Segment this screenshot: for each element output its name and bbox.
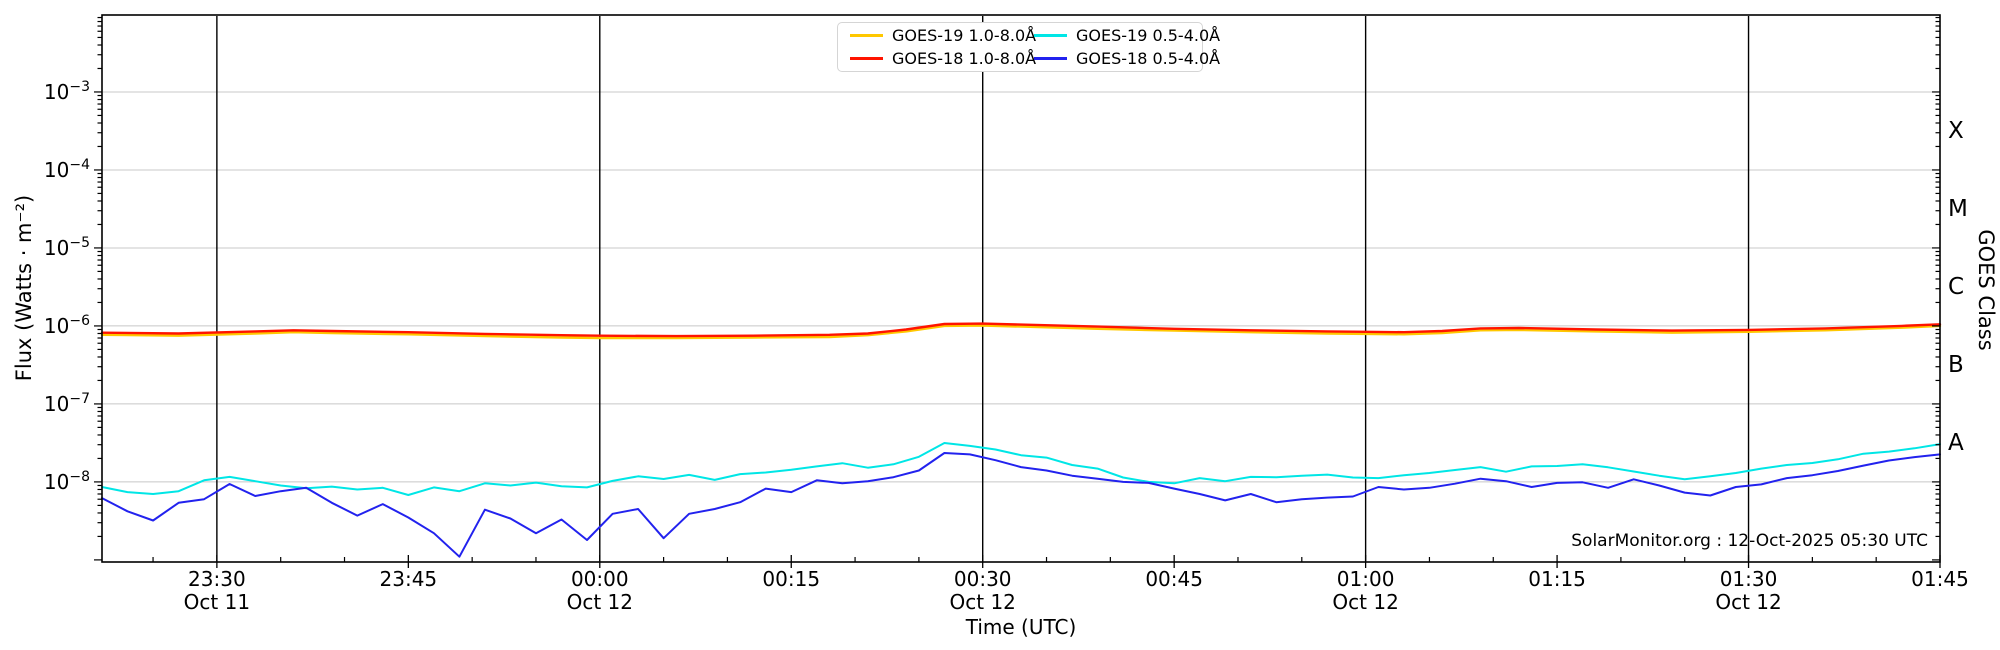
- y-tick-label: 10−4: [43, 156, 90, 182]
- y-tick-label: 10−7: [43, 390, 90, 416]
- right-axis-title: GOES Class: [1974, 229, 1998, 351]
- legend-label: GOES-18 1.0-8.0Å: [892, 49, 1037, 68]
- x-tick-label: 01:45: [1911, 567, 1969, 591]
- goes-class-letter: X: [1948, 117, 1964, 144]
- plot-frame: [101, 14, 1941, 563]
- x-tick-label: 01:30: [1719, 567, 1778, 591]
- x-tick-label: 00:00: [570, 567, 629, 591]
- x-tick-date-label: Oct 12: [1715, 590, 1782, 614]
- x-tick-label: 00:45: [1145, 567, 1203, 591]
- y-axis-title: Flux (Watts · m⁻²): [12, 194, 36, 382]
- x-tick-label: 01:00: [1336, 567, 1395, 591]
- legend-label: GOES-19 1.0-8.0Å: [892, 26, 1037, 45]
- legend-swatch-goes18-short: [1034, 57, 1067, 60]
- legend-label: GOES-18 0.5-4.0Å: [1076, 49, 1221, 68]
- goes-class-letter: A: [1948, 429, 1964, 456]
- legend-item-goes19-short: GOES-19 0.5-4.0Å: [1034, 26, 1220, 45]
- x-tick-label: 00:30: [953, 567, 1012, 591]
- x-axis-title: Time (UTC): [965, 615, 1077, 639]
- y-tick-label: 10−8: [43, 468, 90, 494]
- legend-item-goes18-short: GOES-18 0.5-4.0Å: [1034, 49, 1220, 68]
- x-tick-label: 01:15: [1528, 567, 1586, 591]
- legend-swatch-goes19-long: [850, 34, 883, 37]
- legend-item-goes19-long: GOES-19 1.0-8.0Å: [850, 26, 1037, 45]
- legend-swatch-goes19-short: [1034, 34, 1067, 37]
- y-tick-label: 10−3: [43, 78, 90, 104]
- legend: GOES-19 1.0-8.0Å GOES-18 1.0-8.0Å GOES-1…: [837, 22, 1220, 72]
- y-tick-label: 10−5: [43, 234, 90, 260]
- x-tick-label: 23:30: [188, 567, 246, 591]
- x-tick-date-label: Oct 12: [949, 590, 1016, 614]
- series-line-1: [100, 322, 1942, 338]
- goes-class-letter: B: [1948, 351, 1964, 378]
- goes-class-letter: C: [1948, 273, 1965, 300]
- x-tick-date-label: Oct 12: [566, 590, 633, 614]
- y-tick-label: 10−6: [43, 312, 90, 338]
- legend-item-goes18-long: GOES-18 1.0-8.0Å: [850, 49, 1037, 68]
- series-line-3: [101, 452, 1941, 558]
- series-line-0: [100, 324, 1942, 340]
- x-tick-date-label: Oct 11: [183, 590, 251, 614]
- watermark-credit: SolarMonitor.org : 12-Oct-2025 05:30 UTC: [1571, 531, 1928, 551]
- legend-swatch-goes18-long: [850, 57, 883, 60]
- x-tick-date-label: Oct 12: [1332, 590, 1399, 614]
- series-line-2: [101, 442, 1941, 496]
- x-tick-label: 00:15: [762, 567, 821, 591]
- legend-label: GOES-19 0.5-4.0Å: [1076, 26, 1221, 45]
- x-tick-label: 23:45: [379, 567, 438, 591]
- goes-class-letter: M: [1948, 195, 1968, 222]
